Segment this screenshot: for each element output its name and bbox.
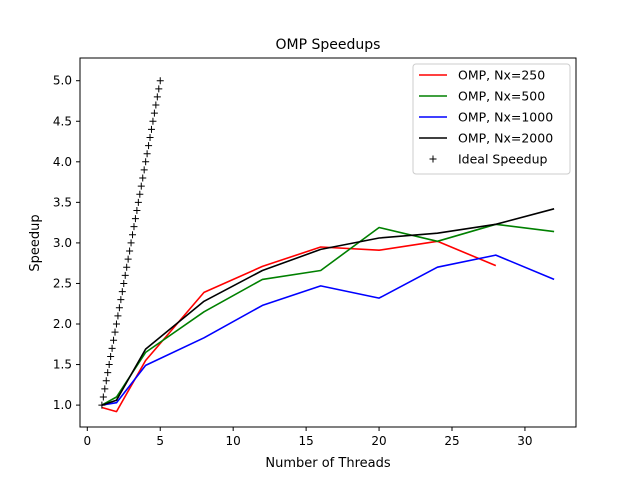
x-axis-label: Number of Threads	[265, 456, 390, 471]
x-tick-label: 20	[371, 434, 386, 448]
x-tick-label: 10	[226, 434, 241, 448]
y-tick-label: 2.5	[53, 276, 72, 290]
y-axis-label: Speedup	[28, 214, 43, 271]
legend: OMP, Nx=250 OMP, Nx=500 OMP, Nx=1000 OMP, N…	[413, 64, 570, 174]
x-tick-label: 0	[83, 434, 91, 448]
y-tick-label: 4.0	[53, 155, 72, 169]
y-tick-label: 3.0	[53, 236, 72, 250]
legend-label: Ideal Speedup	[458, 152, 548, 167]
x-tick-label: 25	[444, 434, 459, 448]
y-tick-label: 5.0	[53, 74, 72, 88]
chart-title: OMP Speedups	[276, 37, 381, 53]
legend-label: OMP, Nx=250	[458, 68, 545, 83]
x-tick-label: 15	[298, 434, 313, 448]
legend-label: OMP, Nx=500	[458, 89, 545, 104]
x-tick-label: 5	[156, 434, 164, 448]
y-tick-label: 4.5	[53, 114, 72, 128]
y-tick-label: 1.0	[53, 398, 72, 412]
legend-label: OMP, Nx=2000	[458, 131, 553, 146]
legend-label: OMP, Nx=1000	[458, 110, 553, 125]
y-tick-label: 2.0	[53, 317, 72, 331]
y-tick-label: 1.5	[53, 358, 72, 372]
y-tick-label: 3.5	[53, 195, 72, 209]
x-tick-label: 30	[517, 434, 532, 448]
